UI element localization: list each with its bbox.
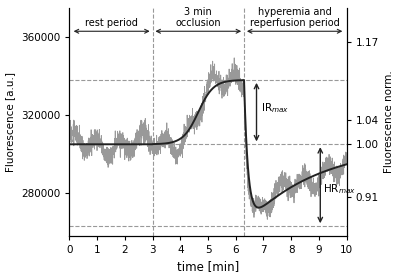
X-axis label: time [min]: time [min] — [177, 260, 239, 273]
Y-axis label: Fluorescence [a.u.]: Fluorescence [a.u.] — [6, 72, 16, 172]
Text: hyperemia and
reperfusion period: hyperemia and reperfusion period — [250, 7, 340, 28]
Text: 3 min
occlusion: 3 min occlusion — [176, 7, 221, 28]
Y-axis label: Fluorescence norm.: Fluorescence norm. — [384, 71, 394, 173]
Text: HR$_{max}$: HR$_{max}$ — [323, 182, 356, 196]
Text: IR$_{max}$: IR$_{max}$ — [261, 101, 289, 115]
Text: rest period: rest period — [84, 18, 138, 28]
